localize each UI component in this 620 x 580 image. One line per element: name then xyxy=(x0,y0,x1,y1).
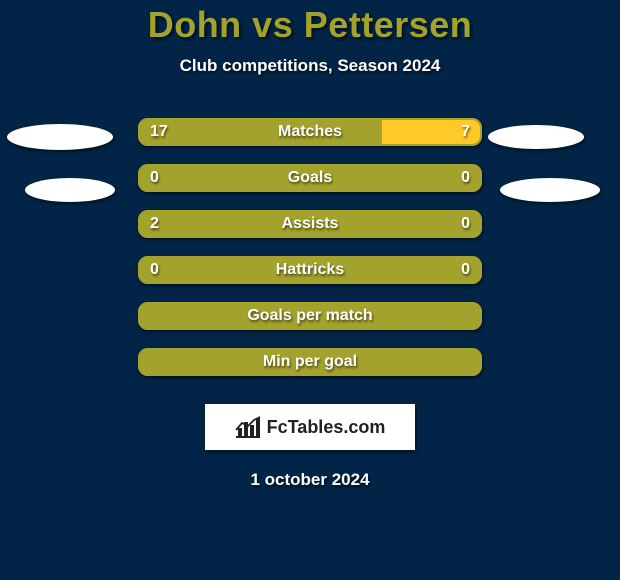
subtitle: Club competitions, Season 2024 xyxy=(0,56,620,76)
player-avatar-placeholder xyxy=(488,125,584,149)
player-avatar-placeholder xyxy=(500,178,600,202)
metric-row: 00Hattricks xyxy=(0,256,620,284)
date-label: 1 october 2024 xyxy=(0,470,620,490)
brand-text: FcTables.com xyxy=(267,417,386,438)
bar-chart-icon xyxy=(235,416,261,438)
metric-label: Min per goal xyxy=(138,348,482,376)
metric-row: Min per goal xyxy=(0,348,620,376)
metric-label: Matches xyxy=(138,118,482,146)
metric-row: Goals per match xyxy=(0,302,620,330)
comparison-card: Dohn vs Pettersen Club competitions, Sea… xyxy=(0,0,620,580)
metric-label: Hattricks xyxy=(138,256,482,284)
brand-badge: FcTables.com xyxy=(205,404,415,450)
metric-label: Goals xyxy=(138,164,482,192)
metrics-list: 177Matches00Goals20Assists00HattricksGoa… xyxy=(0,118,620,376)
metric-label: Goals per match xyxy=(138,302,482,330)
metric-label: Assists xyxy=(138,210,482,238)
metric-row: 20Assists xyxy=(0,210,620,238)
page-title: Dohn vs Pettersen xyxy=(0,4,620,46)
player-avatar-placeholder xyxy=(25,178,115,202)
player-avatar-placeholder xyxy=(7,124,113,150)
